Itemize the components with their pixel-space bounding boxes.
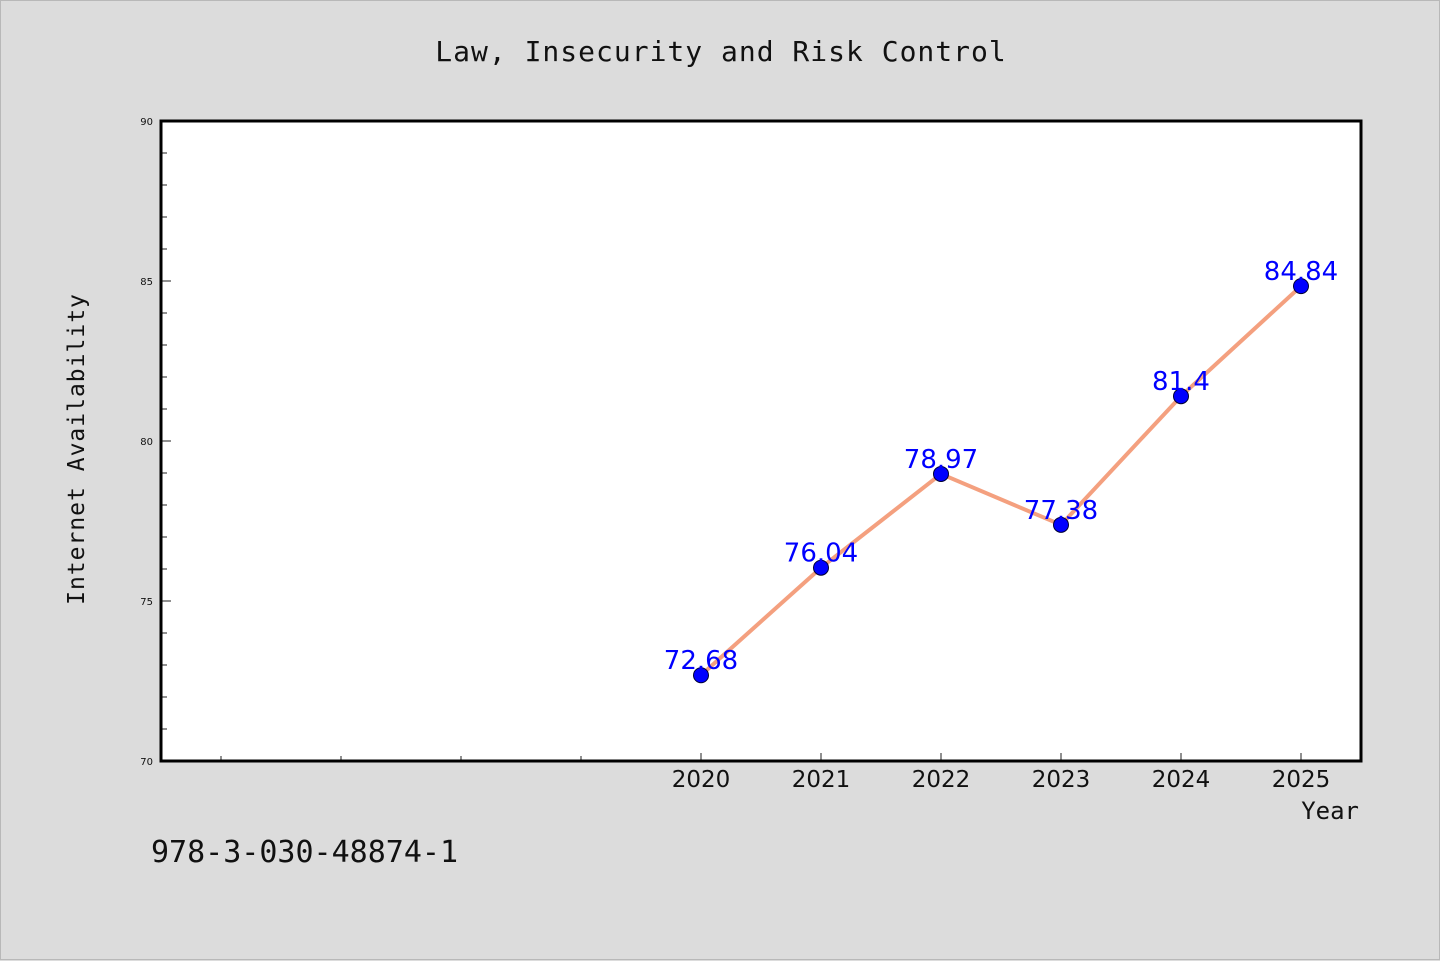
data-label: 72.68 [664, 646, 738, 676]
plot-area [161, 121, 1361, 761]
x-tick-label: 2022 [912, 767, 971, 793]
y-tick-label: 70 [140, 757, 153, 768]
data-point [1293, 278, 1309, 295]
data-label: 84.84 [1264, 257, 1338, 287]
chart-title: Law, Insecurity and Risk Control [435, 35, 1007, 68]
data-label: 76.04 [784, 539, 858, 569]
y-tick-label: 90 [140, 117, 153, 128]
data-point [693, 667, 709, 684]
plot-border [159, 119, 1363, 763]
x-tick-label: 2021 [792, 767, 851, 793]
data-label: 77.38 [1024, 496, 1098, 526]
footer-identifier: 978-3-030-48874-1 [151, 835, 459, 870]
series-line [699, 284, 1303, 678]
data-point [813, 559, 829, 576]
x-tick-label: 2023 [1032, 767, 1091, 793]
data-label: 81.4 [1152, 367, 1210, 397]
y-tick-label: 80 [140, 437, 153, 448]
x-axis-label: Year [1301, 797, 1359, 825]
x-tick-label: 2024 [1152, 767, 1211, 793]
data-point [1053, 516, 1069, 533]
y-tick-label: 85 [140, 277, 153, 288]
x-tick-label: 2020 [672, 767, 731, 793]
data-point [1173, 388, 1189, 405]
x-tick-label: 2025 [1272, 767, 1331, 793]
y-tick-label: 75 [140, 597, 153, 608]
data-point [933, 465, 949, 482]
data-label: 78.97 [904, 445, 978, 475]
